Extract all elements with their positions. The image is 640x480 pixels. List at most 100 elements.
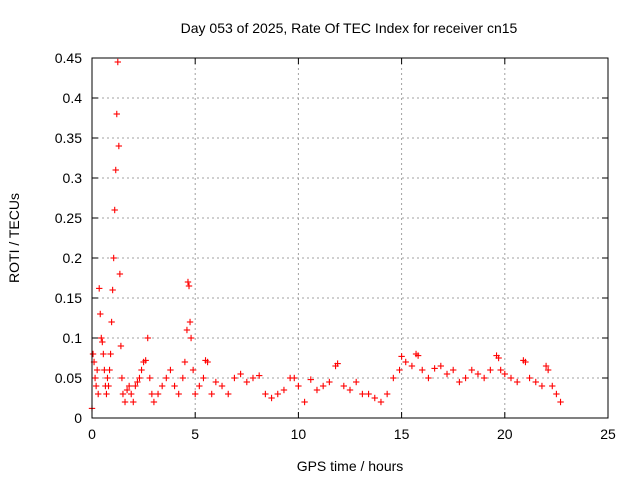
data-point (352, 378, 360, 386)
data-point (150, 398, 158, 406)
data-point (371, 394, 378, 402)
x-tick-label: 10 (291, 426, 307, 442)
y-tick-label: 0.35 (55, 130, 82, 146)
x-tick-label: 0 (88, 426, 96, 442)
y-tick-label: 0.1 (63, 330, 83, 346)
data-point (340, 382, 348, 390)
data-point (196, 382, 203, 390)
data-point (181, 358, 189, 366)
data-point (128, 390, 135, 398)
data-point (185, 282, 193, 290)
data-point (408, 362, 416, 370)
data-point (97, 310, 104, 318)
data-point (474, 370, 482, 378)
data-point (557, 398, 564, 406)
data-point (262, 390, 269, 398)
data-point (134, 378, 141, 386)
data-point (513, 378, 521, 386)
data-point (549, 382, 556, 390)
axis-ticks: 0 5 10 15 20 25 0 0.05 0.1 0.15 0.2 0.25 0.3 0.35 0.4 0… (55, 50, 616, 442)
data-point (186, 318, 194, 326)
grid-lines (92, 58, 608, 418)
data-point (212, 378, 220, 386)
data-point (146, 374, 153, 382)
data-point (443, 370, 451, 378)
data-point (274, 390, 281, 398)
data-point (313, 386, 321, 394)
data-point (431, 365, 438, 372)
data-point (249, 374, 257, 382)
data-point (295, 382, 302, 390)
data-point (501, 370, 508, 378)
data-points (88, 58, 564, 412)
data-point (89, 350, 97, 358)
x-tick-label: 20 (497, 426, 513, 442)
data-point (96, 285, 103, 292)
data-point (307, 376, 314, 383)
data-point (179, 374, 187, 382)
y-tick-label: 0.4 (63, 90, 83, 106)
data-point (125, 382, 133, 390)
data-point (301, 398, 308, 406)
data-point (132, 382, 139, 390)
data-point (480, 374, 488, 382)
data-point (106, 366, 113, 374)
data-point (255, 372, 263, 379)
data-point (346, 386, 354, 394)
data-point (237, 370, 244, 378)
data-point (398, 353, 405, 360)
data-point (495, 354, 502, 362)
data-point (462, 374, 469, 382)
data-point (123, 386, 131, 394)
data-point (107, 350, 114, 358)
data-point (91, 374, 99, 382)
data-point (163, 374, 170, 382)
data-point (167, 366, 174, 374)
data-point (117, 342, 125, 350)
data-point (526, 374, 533, 382)
data-point (334, 360, 341, 367)
data-point (138, 366, 145, 374)
x-tick-label: 15 (394, 426, 410, 442)
data-point (148, 390, 156, 398)
data-point (115, 142, 123, 150)
y-tick-label: 0.2 (63, 250, 83, 266)
data-point (113, 110, 120, 118)
data-point (553, 390, 560, 398)
data-point (522, 358, 529, 366)
data-point (108, 318, 115, 326)
data-point (154, 390, 162, 398)
data-point (171, 382, 178, 390)
data-point (208, 390, 215, 398)
x-axis-title: GPS time / hours (297, 458, 404, 474)
data-point (104, 374, 111, 382)
data-point (175, 390, 182, 398)
y-tick-label: 0 (74, 410, 82, 426)
data-point (184, 278, 192, 286)
data-point (225, 390, 232, 398)
data-point (204, 358, 211, 366)
data-point (243, 378, 250, 386)
data-point (326, 378, 333, 386)
data-point (105, 382, 112, 390)
data-point (425, 374, 432, 382)
data-point (414, 352, 422, 359)
data-point (98, 334, 105, 342)
data-point (487, 366, 494, 374)
data-point (231, 374, 238, 382)
data-point (291, 374, 298, 382)
data-point (93, 366, 101, 374)
data-point (200, 374, 207, 382)
data-point (544, 366, 552, 374)
data-point (419, 366, 426, 374)
y-tick-label: 0.15 (55, 290, 82, 306)
data-point (136, 374, 143, 382)
data-point (114, 58, 121, 66)
data-point (103, 390, 110, 398)
data-point (396, 366, 403, 374)
y-tick-label: 0.45 (55, 50, 82, 66)
data-point (110, 254, 117, 262)
data-point (187, 334, 195, 342)
data-point (218, 382, 226, 390)
